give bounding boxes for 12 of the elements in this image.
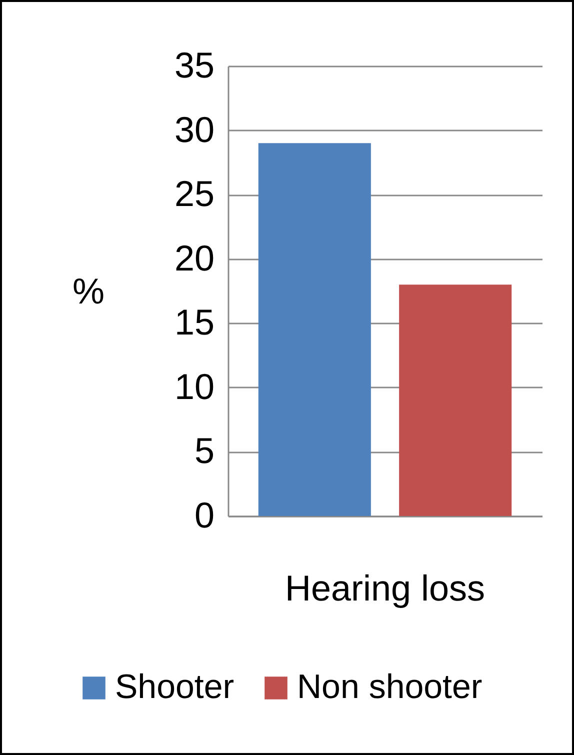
- y-tick-label: 0: [194, 494, 214, 536]
- y-tick-label: 25: [174, 173, 214, 214]
- y-tick-label: 5: [194, 430, 214, 472]
- y-tick-label: 15: [174, 302, 214, 343]
- y-axis-title: %: [72, 270, 105, 312]
- y-tick-label: 30: [174, 108, 214, 150]
- y-tick-label: 20: [174, 237, 214, 278]
- legend-label: Shooter: [115, 668, 234, 706]
- legend-label: Non shooter: [297, 668, 482, 706]
- x-tick-label: Hearing loss: [284, 568, 486, 608]
- y-tick-label: 10: [174, 366, 214, 407]
- y-tick-label: 35: [174, 44, 214, 86]
